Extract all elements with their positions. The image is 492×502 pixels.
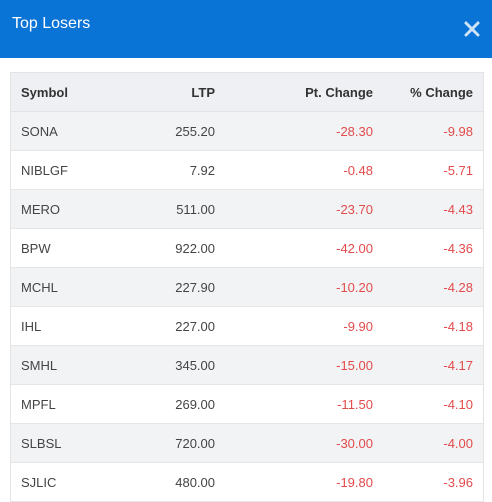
table-row[interactable]: SJLIC 480.00 -19.80 -3.96 bbox=[11, 462, 483, 502]
pct-change-cell: -4.10 bbox=[383, 384, 483, 424]
table-row[interactable]: MERO 511.00 -23.70 -4.43 bbox=[11, 189, 483, 229]
symbol-cell: IHL bbox=[11, 306, 113, 346]
ltp-cell: 922.00 bbox=[113, 228, 225, 268]
table-row[interactable]: SMHL 345.00 -15.00 -4.17 bbox=[11, 345, 483, 385]
ltp-cell: 511.00 bbox=[113, 189, 225, 229]
table-row[interactable]: SONA 255.20 -28.30 -9.98 bbox=[11, 111, 483, 151]
table-row[interactable]: IHL 227.00 -9.90 -4.18 bbox=[11, 306, 483, 346]
ltp-cell: 227.00 bbox=[113, 306, 225, 346]
ltp-cell: 227.90 bbox=[113, 267, 225, 307]
pct-change-cell: -4.43 bbox=[383, 189, 483, 229]
table-row[interactable]: MCHL 227.90 -10.20 -4.28 bbox=[11, 267, 483, 307]
ltp-cell: 345.00 bbox=[113, 345, 225, 385]
pct-change-cell: -5.71 bbox=[383, 150, 483, 190]
symbol-cell: SONA bbox=[11, 111, 113, 151]
close-icon[interactable] bbox=[462, 18, 482, 40]
symbol-cell: NIBLGF bbox=[11, 150, 113, 190]
column-header-ltp[interactable]: LTP bbox=[113, 73, 225, 112]
symbol-cell: MCHL bbox=[11, 267, 113, 307]
pt-change-cell: -19.80 bbox=[225, 462, 383, 502]
ltp-cell: 255.20 bbox=[113, 111, 225, 151]
modal-header: Top Losers bbox=[0, 0, 492, 58]
pct-change-cell: -9.98 bbox=[383, 111, 483, 151]
ltp-cell: 480.00 bbox=[113, 462, 225, 502]
table-row[interactable]: SLBSL 720.00 -30.00 -4.00 bbox=[11, 423, 483, 463]
ltp-cell: 720.00 bbox=[113, 423, 225, 463]
modal-title: Top Losers bbox=[12, 15, 91, 32]
symbol-cell: SLBSL bbox=[11, 423, 113, 463]
table-body: SONA 255.20 -28.30 -9.98 NIBLGF 7.92 -0.48 -5.7… bbox=[11, 111, 483, 502]
pt-change-cell: -9.90 bbox=[225, 306, 383, 346]
pct-change-cell: -4.36 bbox=[383, 228, 483, 268]
symbol-cell: SMHL bbox=[11, 345, 113, 385]
pt-change-cell: -0.48 bbox=[225, 150, 383, 190]
pct-change-cell: -4.17 bbox=[383, 345, 483, 385]
ltp-cell: 7.92 bbox=[113, 150, 225, 190]
pct-change-cell: -4.18 bbox=[383, 306, 483, 346]
losers-table-container: Symbol LTP Pt. Change % Change SONA 255.2… bbox=[10, 72, 484, 502]
column-header-pct-change[interactable]: % Change bbox=[383, 73, 483, 112]
losers-table: Symbol LTP Pt. Change % Change SONA 255.2… bbox=[11, 73, 483, 502]
ltp-cell: 269.00 bbox=[113, 384, 225, 424]
pct-change-cell: -3.96 bbox=[383, 462, 483, 502]
symbol-cell: SJLIC bbox=[11, 462, 113, 502]
pt-change-cell: -28.30 bbox=[225, 111, 383, 151]
pt-change-cell: -15.00 bbox=[225, 345, 383, 385]
pt-change-cell: -11.50 bbox=[225, 384, 383, 424]
pt-change-cell: -10.20 bbox=[225, 267, 383, 307]
column-header-symbol[interactable]: Symbol bbox=[11, 73, 113, 112]
symbol-cell: MPFL bbox=[11, 384, 113, 424]
table-header-row: Symbol LTP Pt. Change % Change bbox=[11, 73, 483, 112]
column-header-pt-change[interactable]: Pt. Change bbox=[225, 73, 383, 112]
pt-change-cell: -30.00 bbox=[225, 423, 383, 463]
pt-change-cell: -42.00 bbox=[225, 228, 383, 268]
pt-change-cell: -23.70 bbox=[225, 189, 383, 229]
symbol-cell: MERO bbox=[11, 189, 113, 229]
symbol-cell: BPW bbox=[11, 228, 113, 268]
table-row[interactable]: MPFL 269.00 -11.50 -4.10 bbox=[11, 384, 483, 424]
pct-change-cell: -4.00 bbox=[383, 423, 483, 463]
table-row[interactable]: BPW 922.00 -42.00 -4.36 bbox=[11, 228, 483, 268]
table-row[interactable]: NIBLGF 7.92 -0.48 -5.71 bbox=[11, 150, 483, 190]
pct-change-cell: -4.28 bbox=[383, 267, 483, 307]
